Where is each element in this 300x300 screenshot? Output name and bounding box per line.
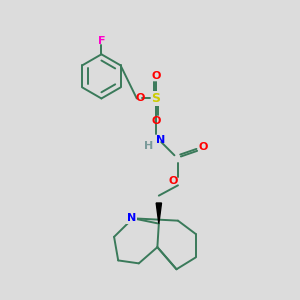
Text: O: O	[151, 116, 160, 126]
Text: O: O	[198, 142, 208, 152]
Text: N: N	[156, 135, 165, 145]
Text: H: H	[144, 141, 153, 151]
Text: F: F	[98, 36, 105, 46]
Polygon shape	[156, 203, 161, 224]
Text: N: N	[127, 213, 136, 223]
Text: O: O	[136, 94, 145, 103]
Text: O: O	[151, 71, 160, 81]
Text: O: O	[169, 176, 178, 186]
Text: S: S	[152, 92, 160, 105]
